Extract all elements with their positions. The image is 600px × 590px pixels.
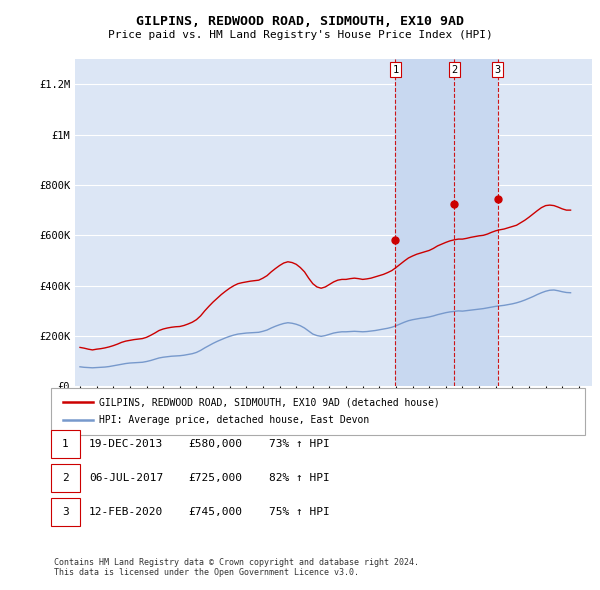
Text: 3: 3 <box>62 507 69 517</box>
Text: Contains HM Land Registry data © Crown copyright and database right 2024.
This d: Contains HM Land Registry data © Crown c… <box>54 558 419 577</box>
Text: 06-JUL-2017: 06-JUL-2017 <box>89 473 163 483</box>
Text: GILPINS, REDWOOD ROAD, SIDMOUTH, EX10 9AD: GILPINS, REDWOOD ROAD, SIDMOUTH, EX10 9A… <box>136 15 464 28</box>
Text: 1: 1 <box>62 439 69 448</box>
Text: 73% ↑ HPI: 73% ↑ HPI <box>269 439 329 448</box>
Text: 19-DEC-2013: 19-DEC-2013 <box>89 439 163 448</box>
Text: 3: 3 <box>494 64 501 74</box>
Text: HPI: Average price, detached house, East Devon: HPI: Average price, detached house, East… <box>99 415 369 425</box>
Text: £725,000: £725,000 <box>188 473 242 483</box>
Text: 75% ↑ HPI: 75% ↑ HPI <box>269 507 329 517</box>
Text: 12-FEB-2020: 12-FEB-2020 <box>89 507 163 517</box>
Bar <box>395 59 454 386</box>
Text: £745,000: £745,000 <box>188 507 242 517</box>
Text: £580,000: £580,000 <box>188 439 242 448</box>
Text: 2: 2 <box>62 473 69 483</box>
Text: 2: 2 <box>451 64 457 74</box>
Text: Price paid vs. HM Land Registry's House Price Index (HPI): Price paid vs. HM Land Registry's House … <box>107 30 493 40</box>
Bar <box>454 59 498 386</box>
Text: 82% ↑ HPI: 82% ↑ HPI <box>269 473 329 483</box>
Text: 1: 1 <box>392 64 398 74</box>
Text: GILPINS, REDWOOD ROAD, SIDMOUTH, EX10 9AD (detached house): GILPINS, REDWOOD ROAD, SIDMOUTH, EX10 9A… <box>99 397 440 407</box>
